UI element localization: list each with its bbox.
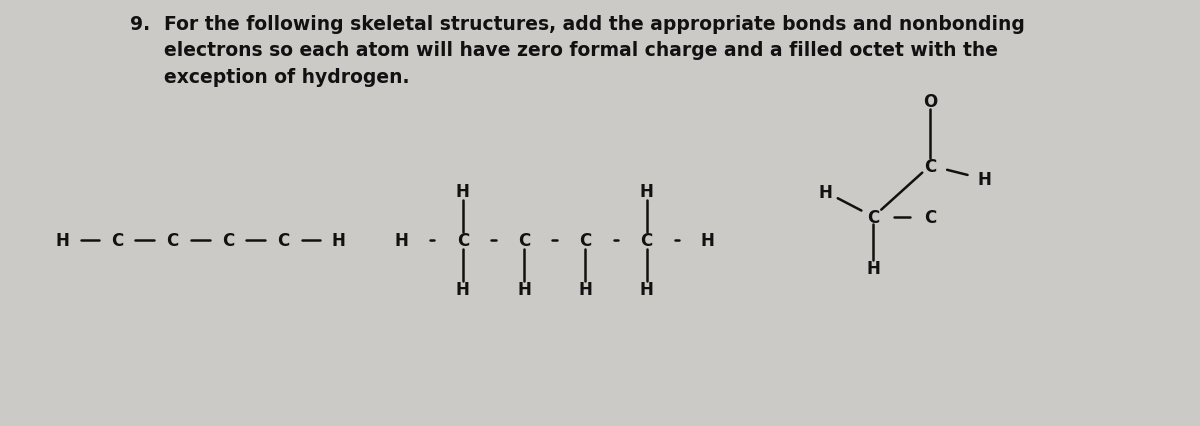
Text: H: H <box>701 232 715 250</box>
Text: C: C <box>924 157 936 175</box>
Text: H: H <box>640 281 654 299</box>
Text: H: H <box>578 281 593 299</box>
Text: C: C <box>868 208 880 226</box>
Text: C: C <box>167 232 179 250</box>
Text: H: H <box>640 183 654 201</box>
Text: C: C <box>222 232 234 250</box>
Text: C: C <box>277 232 289 250</box>
Text: For the following skeletal structures, add the appropriate bonds and nonbonding
: For the following skeletal structures, a… <box>164 15 1025 87</box>
Text: H: H <box>517 281 530 299</box>
Text: H: H <box>818 184 833 201</box>
Text: C: C <box>457 232 469 250</box>
Text: C: C <box>641 232 653 250</box>
Text: O: O <box>923 93 937 111</box>
Text: H: H <box>331 232 344 250</box>
Text: C: C <box>518 232 530 250</box>
Text: H: H <box>456 281 469 299</box>
Text: H: H <box>395 232 408 250</box>
Text: 9.: 9. <box>131 15 150 34</box>
Text: C: C <box>110 232 122 250</box>
Text: C: C <box>580 232 592 250</box>
Text: H: H <box>866 259 881 277</box>
Text: H: H <box>55 232 70 250</box>
Text: H: H <box>978 171 991 189</box>
Text: H: H <box>456 183 469 201</box>
Text: C: C <box>924 208 936 226</box>
